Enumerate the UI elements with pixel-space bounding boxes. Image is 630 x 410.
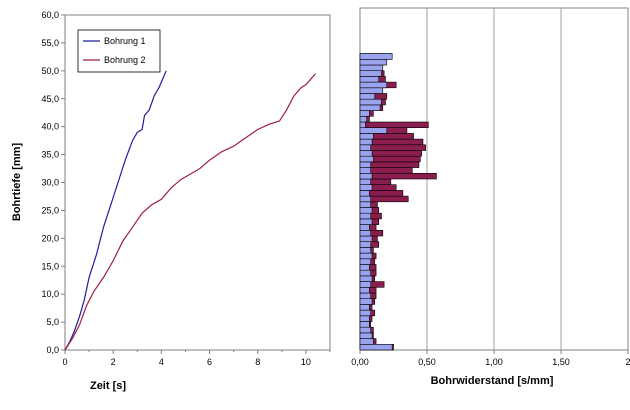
bar-series-2 <box>359 218 373 225</box>
bar-chart-x-ticks: 0,00 0,50 1,00 1,50 2 <box>351 350 630 367</box>
bar-series-2 <box>359 269 372 277</box>
bar-series-2 <box>359 87 384 94</box>
bar-series-2 <box>359 178 372 185</box>
bar-series-2 <box>359 326 372 334</box>
y-tick-label: 20,0 <box>41 233 59 243</box>
bar-series-2 <box>359 93 376 100</box>
bar-chart: 0,00 0,50 1,00 1,50 2 Bohrwiderstand [s/mm] <box>351 7 630 387</box>
y-tick-label: 25,0 <box>41 205 59 215</box>
y-tick-label: 40,0 <box>41 122 59 132</box>
legend-label-bohrung-1: Bohrung 1 <box>104 36 146 46</box>
bar-series-2 <box>359 315 370 322</box>
bar-series-2 <box>359 212 372 220</box>
bar-series-2 <box>359 230 372 237</box>
bar-series-2 <box>359 98 382 106</box>
bar-series-2 <box>359 332 373 339</box>
bar-series-2 <box>359 121 366 128</box>
x-tick-label: 0,50 <box>418 357 436 367</box>
x-tick-label: 8 <box>255 357 260 367</box>
bar-series-2 <box>359 53 393 60</box>
x-tick-label: 1,00 <box>485 357 503 367</box>
x-tick-label: 0 <box>62 357 67 367</box>
bar-series-2 <box>359 173 373 180</box>
bar-series-2 <box>359 133 374 140</box>
bar-series-2 <box>359 292 372 299</box>
bar-series-2 <box>359 127 388 134</box>
bar-series-2 <box>359 252 373 260</box>
bar-series-2 <box>359 76 380 83</box>
bar-series-2 <box>359 70 382 77</box>
line-chart-y-ticks: 0,0 5,0 10,0 15,0 20,0 25,0 30,0 35,0 40,0 45,0 50… <box>41 10 65 355</box>
bar-series-2 <box>359 58 388 66</box>
y-tick-label: 5,0 <box>46 317 59 327</box>
bar-series-2 <box>359 281 372 288</box>
y-tick-label: 50,0 <box>41 66 59 76</box>
legend-label-bohrung-2: Bohrung 2 <box>104 55 146 65</box>
bar-series-2 <box>359 195 372 203</box>
bar-series-2 <box>359 241 372 248</box>
bar-series-2 <box>359 81 388 89</box>
bar-series-2 <box>359 286 370 294</box>
x-tick-label: 0,00 <box>351 357 369 367</box>
bar-series-2 <box>359 184 373 191</box>
bar-series-2 <box>359 224 370 231</box>
bar-series-2 <box>359 150 373 157</box>
x-tick-label: 6 <box>207 357 212 367</box>
line-chart: 0,0 5,0 10,0 15,0 20,0 25,0 30,0 35,0 40,0 45,0 50… <box>11 10 331 392</box>
bar-series-2 <box>359 343 393 351</box>
y-tick-label: 60,0 <box>41 10 59 20</box>
bar-series-2 <box>359 161 372 168</box>
bar-series-2 <box>359 190 370 197</box>
bar-series-2 <box>359 167 372 174</box>
line-series-2 <box>64 73 316 351</box>
bar-series-2 <box>359 64 384 71</box>
bar-series-2 <box>359 144 372 151</box>
bar-series-2 <box>359 201 372 208</box>
legend: Bohrung 1 Bohrung 2 <box>77 29 161 73</box>
bar-series-2 <box>359 309 372 317</box>
y-tick-label: 0,0 <box>46 345 59 355</box>
bar-series-2 <box>359 247 372 254</box>
bar-series-1 <box>359 121 429 128</box>
bar-series-2 <box>359 338 374 345</box>
bar-series-2 <box>359 116 367 123</box>
x-tick-label: 2 <box>111 357 116 367</box>
y-tick-label: 15,0 <box>41 261 59 271</box>
x-tick-label: 1,50 <box>552 357 570 367</box>
legend-box <box>77 29 161 73</box>
bar-series-2 <box>359 298 373 305</box>
bar-series-2 <box>359 138 373 146</box>
line-chart-series <box>64 70 316 351</box>
bar-series-2 <box>359 264 370 271</box>
y-tick-label: 55,0 <box>41 38 59 48</box>
x-tick-label: 4 <box>159 357 164 367</box>
y-tick-label: 30,0 <box>41 178 59 188</box>
bar-series-2 <box>359 155 374 163</box>
x-tick-label: 2 <box>625 357 630 367</box>
bar-series-2 <box>359 104 381 111</box>
y-tick-label: 45,0 <box>41 94 59 104</box>
bar-series-2 <box>359 235 373 242</box>
line-series-1 <box>64 70 167 351</box>
bar-chart-x-axis-title: Bohrwiderstand [s/mm] <box>431 375 554 387</box>
bar-series-2 <box>359 207 373 214</box>
y-tick-label: 35,0 <box>41 150 59 160</box>
y-tick-label: 10,0 <box>41 289 59 299</box>
line-chart-x-ticks: 0 2 4 6 8 10 <box>62 350 331 367</box>
bar-chart-bars <box>359 53 437 351</box>
line-chart-x-axis-title: Zeit [s] <box>90 380 126 392</box>
line-chart-y-axis-title: Bohrtiefe [mm] <box>11 143 23 222</box>
bar-series-2 <box>359 258 372 265</box>
bar-series-2 <box>359 321 370 328</box>
x-tick-label: 10 <box>301 357 311 367</box>
bar-series-2 <box>359 110 370 117</box>
bar-series-2 <box>359 304 370 311</box>
bar-series-2 <box>359 275 373 282</box>
